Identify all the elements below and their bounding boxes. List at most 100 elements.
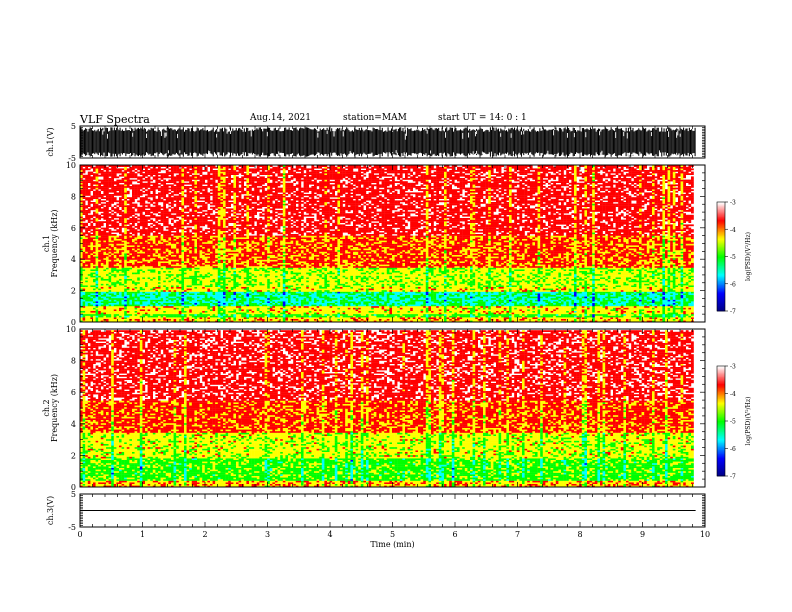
spectrogram-cell — [98, 192, 101, 195]
spectrogram-cell — [134, 275, 138, 278]
spectrogram-cell — [139, 259, 143, 262]
spectrogram-cell — [90, 290, 94, 292]
spectrogram-cell — [199, 243, 203, 246]
spectrogram-cell — [197, 240, 200, 243]
spectrogram-cell — [113, 168, 117, 171]
spectrogram-cell — [155, 206, 159, 209]
spectrogram-cell — [158, 306, 161, 308]
spectrogram-cell — [191, 178, 195, 180]
spectrogram-cell — [202, 309, 205, 311]
spectrogram-cell — [121, 280, 125, 283]
spectrogram-cell — [155, 294, 159, 297]
spectrogram-cell — [160, 214, 164, 217]
spectrogram-cell — [113, 226, 117, 228]
spectrogram-cell — [197, 307, 200, 310]
spectrogram-cell — [184, 202, 187, 204]
spectrogram-cell — [100, 245, 104, 247]
spectrogram-cell — [158, 261, 161, 263]
spectrogram-cell — [176, 264, 179, 267]
spectrogram-cell — [181, 165, 185, 167]
spectrogram-cell — [197, 243, 200, 246]
spectrogram-cell — [129, 264, 133, 267]
spectrogram-cell — [194, 200, 198, 203]
spectrogram-cell — [171, 168, 174, 171]
spectrogram-cell — [160, 291, 164, 294]
spectrogram-cell — [165, 248, 169, 251]
spectrogram-cell — [163, 192, 166, 195]
spectrogram-cell — [197, 280, 200, 283]
spectrogram-cell — [158, 301, 161, 303]
spectrogram-cell — [173, 170, 177, 172]
spectrogram-cell — [134, 269, 138, 271]
spectrogram-cell — [186, 219, 190, 222]
spectrogram-cell — [87, 186, 91, 188]
spectrogram-cell — [82, 264, 86, 267]
spectrogram-cell — [82, 254, 86, 257]
spectrogram-cell — [132, 189, 135, 191]
spectrogram-cell — [113, 306, 117, 308]
spectrogram-cell — [98, 187, 101, 190]
spectrogram-cell — [163, 261, 166, 263]
spectrogram-cell — [197, 216, 200, 219]
spectrogram-cell — [160, 173, 164, 175]
spectrogram-cell — [178, 237, 182, 239]
spectrogram-cell — [93, 176, 96, 179]
spectrogram-cell — [139, 301, 143, 303]
spectrogram-cell — [126, 315, 130, 318]
spectrogram-cell — [191, 320, 195, 323]
spectrogram-cell — [147, 299, 151, 302]
spectrogram-cell — [158, 245, 161, 247]
spectrogram-cell — [147, 179, 151, 182]
spectrogram-cell — [186, 216, 190, 219]
spectrogram-cell — [93, 253, 96, 255]
spectrogram-cell — [90, 301, 94, 303]
spectrogram-cell — [121, 189, 125, 191]
spectrogram-cell — [111, 310, 114, 313]
spectrogram-cell — [202, 253, 205, 255]
spectrogram-cell — [82, 312, 86, 315]
spectrogram-cell — [163, 234, 166, 236]
spectrogram-cell — [106, 227, 109, 230]
spectrogram-cell — [171, 272, 174, 275]
spectrogram-cell — [113, 171, 117, 174]
spectrogram-cell — [87, 285, 91, 287]
spectrogram-cell — [199, 269, 203, 271]
spectrogram-cell — [176, 237, 179, 239]
spectrogram-cell — [186, 242, 190, 244]
spectrogram-cell — [158, 267, 161, 270]
spectrogram-cell — [121, 283, 125, 286]
spectrogram-cell — [160, 189, 164, 191]
spectrogram-cell — [171, 264, 174, 267]
spectrogram-cell — [199, 238, 203, 241]
spectrogram-cell — [202, 218, 205, 220]
spectrogram-cell — [116, 181, 120, 183]
spectrogram-cell — [100, 266, 104, 268]
spectrogram-cell — [168, 282, 172, 284]
spectrogram-cell — [199, 240, 203, 243]
spectrogram-cell — [103, 246, 107, 249]
spectrogram-cell — [171, 197, 174, 199]
spectrogram-cell — [111, 166, 114, 169]
spectrogram-cell — [132, 307, 135, 310]
spectrogram-cell — [142, 222, 146, 225]
spectrogram-cell — [87, 258, 91, 260]
spectrogram-cell — [194, 272, 198, 275]
spectrogram-cell — [163, 214, 166, 217]
spectrogram-cell — [119, 261, 122, 263]
spectrogram-cell — [98, 285, 101, 287]
spectrogram-cell — [176, 318, 179, 321]
spectrogram-cell — [163, 275, 166, 278]
spectrogram-cell — [124, 165, 127, 167]
spectrogram-cell — [126, 270, 130, 273]
spectrogram-cell — [98, 318, 101, 321]
spectrogram-cell — [194, 208, 198, 211]
spectrogram-cell — [178, 272, 182, 275]
spectrogram-cell — [191, 182, 195, 185]
spectrogram-cell — [176, 240, 179, 243]
spectrogram-cell — [98, 309, 101, 311]
spectrogram-cell — [121, 174, 125, 177]
spectrogram-cell — [158, 317, 161, 319]
spectrogram-cell — [199, 275, 203, 278]
spectrogram-cell — [176, 283, 179, 286]
spectrogram-cell — [111, 270, 114, 273]
